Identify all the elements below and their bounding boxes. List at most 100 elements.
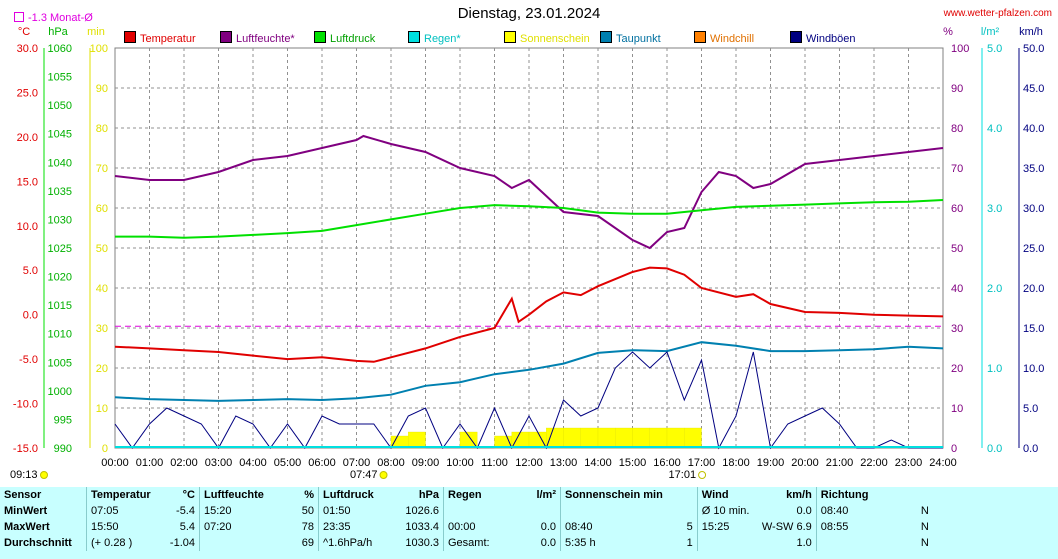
temperature-tick-label: 0.0 [23, 310, 38, 322]
wind-tick-label: 25.0 [1023, 243, 1044, 255]
x-tick-label: 02:00 [170, 457, 198, 469]
rain-tick-label: 0.0 [987, 443, 1002, 455]
rain-tick-label: 4.0 [987, 123, 1002, 135]
stats-cell: 1.0 [796, 537, 812, 549]
sunshine-tick-label: 20 [96, 363, 108, 375]
sunshine-bar [459, 431, 478, 449]
stats-cell [815, 535, 895, 551]
temperature-tick-label: -10.0 [13, 399, 38, 411]
stats-cell: N [920, 537, 929, 549]
pressure-tick-label: 1000 [48, 386, 72, 398]
stats-cell [443, 503, 526, 519]
sunshine-tick-label: 80 [96, 123, 108, 135]
legend-swatch-icon [790, 31, 802, 43]
sunshine-tick-label: 100 [90, 43, 108, 55]
stats-cell: °C [182, 489, 195, 501]
x-tick-label: 14:00 [584, 457, 612, 469]
pressure-tick-label: 1050 [48, 100, 72, 112]
x-tick-label: 20:00 [791, 457, 819, 469]
temperature-tick-label: 25.0 [17, 87, 38, 99]
sunshine-unit-label: min [87, 26, 105, 38]
stats-cell [667, 487, 698, 503]
temperature-tick-label: -15.0 [13, 443, 38, 455]
sunshine-tick-label: 40 [96, 283, 108, 295]
stats-cell: 50 [301, 505, 314, 517]
rain-tick-label: 3.0 [987, 203, 1002, 215]
legend-label: Windchill [710, 33, 755, 45]
stats-cell: 08:55 [815, 519, 895, 535]
stats-cell: % [304, 489, 314, 501]
wind-tick-label: 5.0 [1023, 403, 1038, 415]
sunshine-bar [597, 427, 616, 449]
stats-cell: Sonnenschein min [559, 487, 667, 503]
pressure-tick-label: 1015 [48, 300, 72, 312]
x-tick-label: 00:00 [101, 457, 129, 469]
wind-unit-label: km/h [1019, 26, 1043, 38]
stats-cell: 5 [686, 521, 693, 533]
sunset-sun-icon [698, 471, 707, 479]
sunshine-tick-label: 70 [96, 163, 108, 175]
legend-item-windchill: Windchill [694, 31, 754, 45]
stats-cell: Temperatur [86, 487, 161, 503]
sunshine-tick-label: 50 [96, 243, 108, 255]
rain-tick-label: 1.0 [987, 363, 1002, 375]
temperature-tick-label: 20.0 [17, 132, 38, 144]
site-link[interactable]: www.wetter-pfalzen.com [943, 8, 1052, 19]
legend-swatch-icon [408, 31, 420, 43]
chart-title: Dienstag, 23.01.2024 [457, 5, 601, 22]
pressure-tick-label: 1020 [48, 272, 72, 284]
pressure-tick-label: 1045 [48, 129, 72, 141]
dewpoint-series-line [114, 341, 944, 402]
stats-cell: W-SW 6.9 [761, 521, 812, 533]
pressure-tick-label: 1035 [48, 186, 72, 198]
stats-cell [559, 503, 667, 519]
sunshine-bar [684, 427, 702, 449]
stats-cell: Wind [696, 487, 758, 503]
temperature-tick-label: 5.0 [23, 265, 38, 277]
x-tick-label: 23:00 [895, 457, 923, 469]
stats-cell: 15:25 [696, 519, 758, 535]
wind-tick-label: 45.0 [1023, 83, 1044, 95]
legend-swatch-icon [694, 31, 706, 43]
x-tick-label: 18:00 [722, 457, 750, 469]
current-time-label: 09:13 [10, 469, 38, 481]
sunshine-bar [632, 427, 650, 449]
stats-cell: Gesamt: [443, 535, 526, 551]
temperature-tick-label: 30.0 [17, 43, 38, 55]
x-tick-label: 04:00 [239, 457, 267, 469]
stats-cell: 0.0 [796, 505, 812, 517]
stats-cell: 07:20 [199, 519, 288, 535]
wind-gust-series-line [114, 351, 943, 450]
legend-label: Luftdruck [330, 33, 376, 45]
stats-cell: l/m² [536, 489, 556, 501]
stats-cell: 08:40 [559, 519, 667, 535]
sunrise-sun-icon [379, 471, 388, 479]
stats-cell: Richtung [815, 487, 895, 503]
weather-chart: 30.0 25.0 20.0 15.0 10.0 5.0 0.0 -5.0 -10.0 -15.0… [10, 26, 1044, 481]
current-sun-icon [40, 471, 48, 479]
stats-cell [526, 503, 561, 519]
temperature-tick-label: 10.0 [17, 221, 38, 233]
stats-cell: 1026.6 [405, 505, 439, 517]
stats-cell: km/h [786, 489, 812, 501]
wind-tick-label: 0.0 [1023, 443, 1038, 455]
stats-cell: Luftfeuchte [199, 487, 288, 503]
wind-tick-label: 15.0 [1023, 323, 1044, 335]
rain-tick-label: 2.0 [987, 283, 1002, 295]
pressure-tick-label: 1005 [48, 357, 72, 369]
stats-cell: 1 [686, 537, 693, 549]
temperature-tick-label: 15.0 [17, 176, 38, 188]
sunshine-bar [666, 427, 685, 449]
sunshine-bar [511, 431, 530, 449]
legend-item-dewpoint: Taupunkt [600, 31, 661, 45]
humidity-tick-label: 50 [951, 243, 963, 255]
month-average-text: -1.3 Monat-Ø [28, 12, 93, 24]
sunshine-tick-label: 90 [96, 83, 108, 95]
stats-cell: (+ 0.28 ) [86, 535, 161, 551]
stats-row-max: MaxWert 15:50 5.4 07:20 78 23:35 1033.4 … [0, 519, 933, 535]
stats-cell: Regen [443, 487, 526, 503]
wind-tick-label: 40.0 [1023, 123, 1044, 135]
stats-cell [199, 535, 288, 551]
legend-item-rain: Regen* [408, 31, 461, 45]
sunrise-label: 07:47 [350, 469, 378, 481]
